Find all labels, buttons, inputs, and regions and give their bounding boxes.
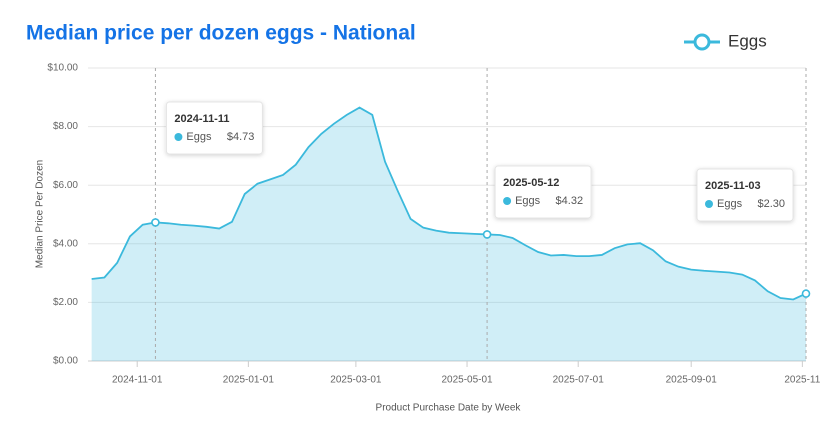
tooltip-swatch: [503, 197, 512, 205]
tooltip-series: Eggs: [515, 195, 541, 207]
tooltip-value: $4.32: [556, 195, 584, 207]
hover-point: [482, 230, 492, 239]
tooltip: 2025-05-12 Eggs $4.32: [494, 165, 592, 219]
legend-label: Eggs: [728, 31, 767, 50]
tooltip-box: [494, 165, 592, 219]
legend-marker: [693, 33, 711, 51]
y-tick-label: $2.00: [53, 297, 78, 308]
x-tick-label: 2025-05-01: [441, 375, 493, 386]
x-tick-label: 2025-01-01: [223, 375, 275, 386]
tooltip-value: $2.30: [757, 198, 785, 210]
x-tick-label: 2025-09-01: [666, 375, 718, 386]
tooltip-box: [696, 168, 794, 222]
tooltip-box: [165, 101, 263, 155]
y-tick-label: $10.00: [47, 63, 78, 74]
y-tick-label: $8.00: [53, 121, 78, 132]
tooltip-series: Eggs: [717, 198, 743, 210]
tooltip: 2025-11-03 Eggs $2.30: [696, 168, 794, 222]
y-tick-label: $4.00: [53, 238, 78, 249]
x-tick-label: 2025-11: [784, 375, 820, 386]
tooltip-date: 2025-05-12: [503, 177, 559, 189]
tooltip-series: Eggs: [186, 131, 212, 143]
tooltip-swatch: [705, 200, 713, 208]
chart-title: Median price per dozen eggs - National: [26, 22, 416, 45]
tooltip-value: $4.73: [227, 131, 255, 143]
tooltip-date: 2025-11-03: [705, 180, 761, 192]
tooltip: 2024-11-11 Eggs $4.73: [165, 101, 263, 155]
hover-point: [151, 218, 160, 227]
y-tick-label: $6.00: [53, 180, 78, 191]
area: [91, 107, 807, 362]
line: [91, 106, 807, 301]
hover-point: [801, 289, 811, 298]
x-tick-label: 2024-11-01: [112, 375, 163, 386]
tooltip-date: 2024-11-11: [174, 113, 229, 125]
x-tick-label: 2025-07-01: [553, 375, 605, 386]
tooltip-swatch: [174, 133, 183, 141]
y-tick-label: $0.00: [53, 356, 78, 367]
y-axis-label: Median Price Per Dozen: [35, 160, 46, 268]
x-tick-label: 2025-03-01: [330, 375, 382, 386]
x-axis-label: Product Purchase Date by Week: [376, 403, 522, 414]
